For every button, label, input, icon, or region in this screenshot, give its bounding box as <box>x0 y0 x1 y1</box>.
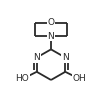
Text: N: N <box>62 53 69 62</box>
Text: N: N <box>33 53 40 62</box>
Text: O: O <box>48 18 54 27</box>
Text: HO: HO <box>16 74 29 83</box>
Text: OH: OH <box>73 74 86 83</box>
Text: N: N <box>48 32 54 41</box>
